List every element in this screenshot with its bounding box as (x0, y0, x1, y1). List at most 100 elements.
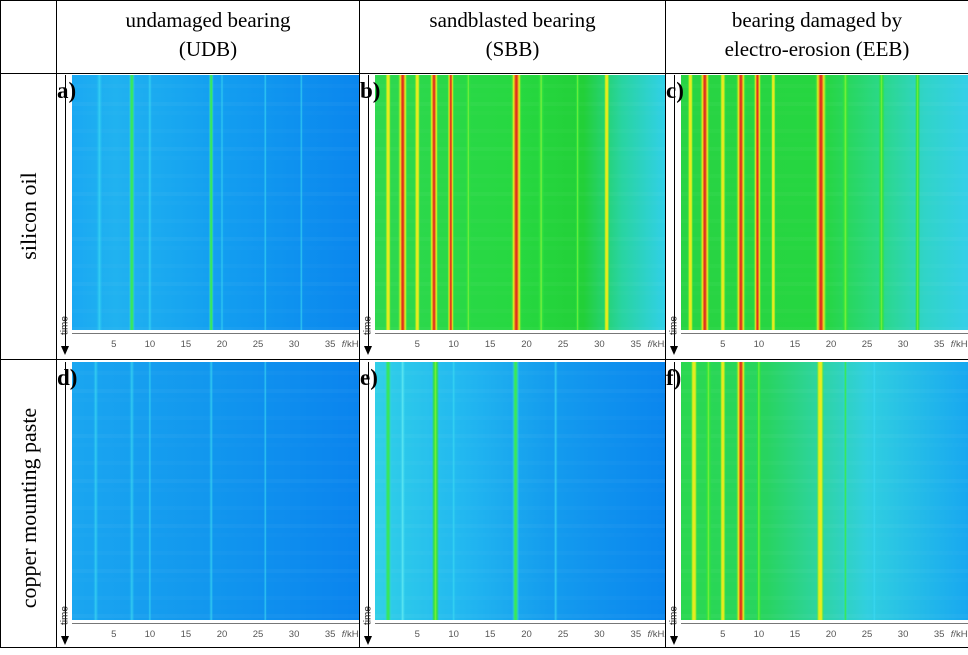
noise-band (375, 569, 665, 573)
column-header-udb: undamaged bearing (UDB) (57, 6, 359, 72)
spectral-line (699, 75, 710, 330)
noise-band (72, 524, 359, 528)
noise-band (72, 578, 359, 582)
noise-band (72, 93, 359, 97)
tick-label: 35 (630, 629, 642, 640)
frequency-axis (57, 330, 359, 356)
time-arrow-icon (364, 346, 372, 355)
noise-band (72, 398, 359, 402)
tick-label: 20 (521, 629, 532, 640)
time-axis-label: time (668, 316, 680, 335)
tick-label: 10 (753, 339, 765, 350)
column-header-line: undamaged bearing (125, 8, 291, 32)
spectrogram-panel-a: time 5 10 15 20 25 30 35 f/kHz a) (57, 75, 359, 356)
noise-band (72, 282, 359, 286)
panel-label: e) (360, 365, 378, 390)
noise-band (72, 309, 359, 313)
spectral-line (878, 75, 885, 330)
spectral-line (687, 75, 694, 330)
spectral-line (128, 75, 135, 330)
spectral-line (93, 362, 99, 620)
spectral-line (690, 362, 698, 620)
noise-band (72, 129, 359, 133)
spectral-line (147, 75, 152, 330)
noise-band (375, 605, 665, 609)
spectral-line (465, 75, 471, 330)
spectral-line (814, 75, 827, 330)
noise-band (72, 291, 359, 295)
noise-band (72, 147, 359, 151)
tick-label: 25 (861, 629, 873, 640)
spectral-line (414, 75, 421, 330)
axis-unit-label: f/kHz (341, 339, 359, 350)
row-label-copper-mounting-paste: copper mounting paste (16, 407, 41, 609)
spectral-line (447, 75, 455, 330)
noise-band (72, 425, 359, 429)
time-axis-label: time (362, 316, 374, 335)
tick-label: 5 (720, 629, 726, 640)
frequency-axis (57, 620, 359, 646)
time-axis-label: time (59, 316, 71, 335)
spectral-line (400, 362, 406, 620)
tick-label: 25 (252, 339, 264, 350)
noise-band (375, 479, 665, 483)
noise-band (72, 569, 359, 573)
time-arrow-icon (61, 346, 69, 355)
tick-label: 10 (753, 629, 765, 640)
noise-band (72, 488, 359, 492)
noise-band (72, 264, 359, 268)
spectrogram-background (681, 362, 968, 620)
spectrogram-panel-b: time 5 10 15 20 25 30 35 f/kHz b) (360, 75, 665, 356)
noise-band (375, 461, 665, 465)
spectral-line (538, 75, 545, 330)
tick-label: 30 (594, 339, 605, 350)
spectral-line (753, 75, 762, 330)
frequency-axis (360, 620, 665, 646)
axis-unit-label: f/kHz (950, 629, 968, 640)
tick-label: 35 (933, 339, 945, 350)
axis-baseline (681, 333, 968, 334)
panel-label: f) (666, 365, 682, 390)
spectral-line (705, 362, 712, 620)
spectrogram-image (375, 75, 665, 330)
spectral-line (816, 362, 825, 620)
noise-band (72, 237, 359, 241)
spectrogram-panel-d: time 5 10 15 20 25 30 35 f/kHz d) (57, 362, 359, 646)
spectral-line (148, 362, 152, 620)
spectral-line (719, 362, 726, 620)
spectrogram-background (375, 362, 665, 620)
column-header-line: (UDB) (178, 37, 238, 61)
noise-band (375, 560, 665, 564)
noise-band (375, 470, 665, 474)
row-label-silicon-oil: silicon oil (16, 172, 41, 260)
tick-label: 20 (521, 339, 532, 350)
noise-band (72, 183, 359, 187)
time-arrow-icon (670, 346, 678, 355)
tick-label: 35 (324, 339, 336, 350)
spectral-line (553, 362, 558, 620)
noise-band (375, 533, 665, 537)
spectral-line (603, 75, 610, 330)
noise-band (72, 515, 359, 519)
tick-label: 35 (324, 629, 336, 640)
noise-band (375, 596, 665, 600)
axis-baseline (72, 623, 359, 624)
noise-band (72, 219, 359, 223)
column-header-sbb: sandblasted bearing (SBB) (360, 6, 665, 72)
table-border (359, 0, 360, 648)
tick-label: 20 (825, 629, 837, 640)
frequency-axis (666, 330, 968, 356)
tick-label: 5 (720, 339, 726, 350)
table-border (0, 73, 968, 74)
noise-band (72, 138, 359, 142)
tick-label: 15 (484, 339, 496, 350)
tick-label: 20 (216, 339, 228, 350)
spectral-line (431, 362, 439, 620)
tick-label: 30 (594, 629, 605, 640)
time-axis-label: time (59, 606, 71, 625)
noise-band (72, 479, 359, 483)
noise-band (72, 156, 359, 160)
tick-label: 5 (414, 629, 420, 640)
tick-label: 15 (484, 629, 496, 640)
spectrogram-image (72, 362, 359, 620)
